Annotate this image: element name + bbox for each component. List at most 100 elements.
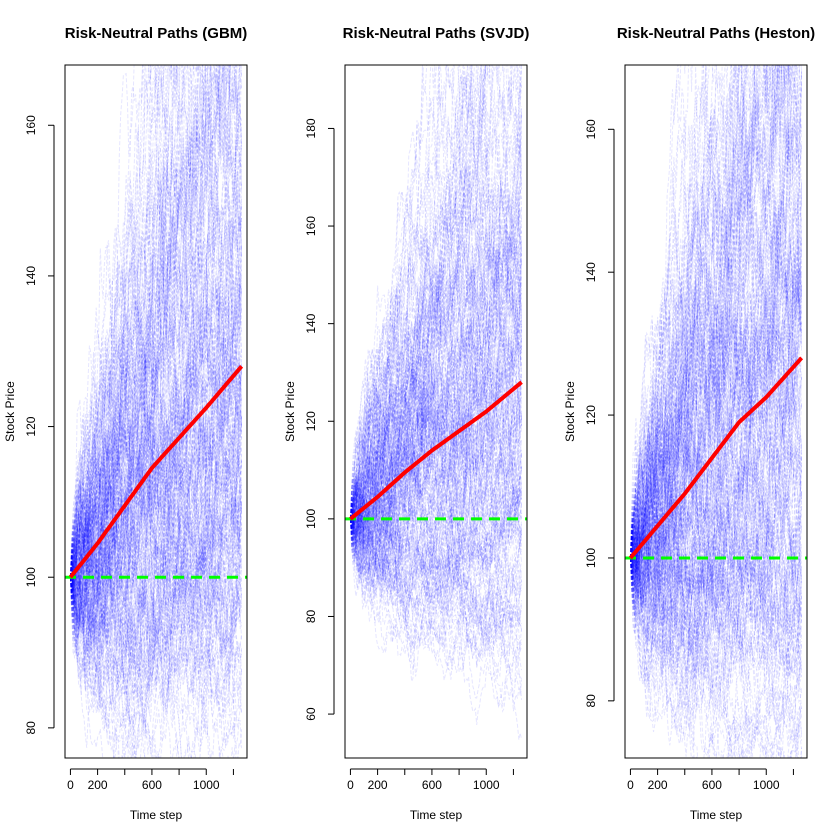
sim-path — [349, 323, 523, 578]
sim-path — [69, 394, 243, 597]
sim-path — [629, 215, 803, 559]
x-tick-label: 0 — [347, 778, 354, 792]
sim-path — [629, 487, 803, 758]
plot-frame — [344, 64, 528, 759]
sim-path — [69, 356, 243, 578]
sim-path — [69, 65, 243, 578]
sim-path — [349, 179, 523, 548]
sim-path — [629, 65, 756, 579]
sim-path — [70, 454, 243, 711]
sim-path — [629, 408, 803, 631]
sim-path — [349, 65, 473, 539]
sim-path — [69, 493, 243, 717]
sim-path — [349, 104, 523, 561]
sim-path — [349, 455, 523, 712]
sim-path — [69, 375, 243, 591]
sim-path — [629, 199, 803, 621]
sim-path — [69, 488, 243, 695]
sim-path — [69, 387, 243, 736]
sim-path — [629, 337, 803, 559]
sim-path — [629, 65, 803, 567]
sim-path — [629, 557, 803, 722]
sim-path — [349, 229, 523, 604]
sim-path — [69, 100, 243, 598]
sim-path — [629, 338, 803, 676]
x-tick-label: 1000 — [473, 778, 500, 792]
sim-path — [349, 357, 523, 568]
y-tick-label: 160 — [584, 119, 598, 139]
sim-path — [629, 65, 776, 567]
sim-path — [629, 65, 803, 592]
sim-path — [349, 338, 523, 546]
sim-path — [629, 65, 799, 563]
sim-path — [349, 65, 523, 584]
sim-path — [350, 411, 523, 540]
sim-path — [69, 65, 226, 680]
sim-path — [349, 470, 523, 650]
sim-path — [69, 211, 243, 638]
sim-path — [350, 501, 523, 680]
sim-path — [349, 265, 523, 526]
sim-path — [349, 164, 523, 536]
sim-path — [629, 66, 803, 572]
sim-path — [69, 373, 242, 698]
sim-path — [349, 324, 522, 519]
sim-path — [349, 443, 523, 549]
sim-path — [69, 273, 243, 697]
sim-path — [349, 65, 504, 519]
sim-path — [69, 65, 243, 669]
sim-path — [349, 372, 523, 596]
sim-path — [69, 431, 243, 700]
sim-path — [349, 375, 523, 581]
sim-path — [69, 398, 243, 608]
sim-path — [349, 94, 523, 524]
sim-path — [629, 65, 803, 635]
sim-path — [629, 65, 723, 559]
sim-path — [69, 416, 243, 673]
chart-title: Risk-Neutral Paths (GBM) — [65, 25, 248, 42]
sim-path — [629, 260, 803, 582]
sim-path — [69, 391, 243, 675]
sim-path — [69, 431, 243, 721]
sim-path — [69, 145, 243, 593]
sim-path — [349, 248, 523, 519]
sim-path — [349, 277, 523, 544]
sim-path — [349, 463, 523, 619]
sim-path — [349, 518, 523, 740]
sim-path — [69, 65, 231, 598]
sim-path — [349, 518, 523, 726]
sim-path — [69, 403, 243, 742]
sim-path — [69, 413, 243, 725]
sim-path — [349, 448, 523, 586]
sim-path — [349, 414, 523, 620]
sim-path — [629, 557, 803, 758]
sim-path — [70, 252, 243, 580]
sim-path — [349, 489, 523, 680]
sim-path — [69, 133, 243, 578]
sim-path — [69, 434, 243, 739]
sim-path — [629, 65, 803, 559]
sim-path — [349, 264, 523, 526]
sim-path — [629, 336, 803, 693]
sim-path — [69, 404, 243, 662]
sim-path — [629, 65, 789, 582]
x-axis: 0 200 600 1000 — [67, 768, 234, 792]
sim-path — [69, 558, 238, 758]
sim-path — [69, 330, 243, 629]
x-tick-label: 200 — [88, 778, 108, 792]
sim-path — [349, 384, 523, 551]
sim-path — [629, 548, 803, 704]
sim-path — [629, 307, 803, 597]
sim-path — [349, 449, 523, 598]
sim-path — [629, 483, 803, 735]
sim-path — [69, 516, 243, 701]
sim-path — [629, 150, 803, 577]
sim-path — [349, 259, 523, 529]
sim-path — [69, 65, 242, 664]
sim-path — [630, 273, 803, 559]
sim-path — [70, 464, 243, 607]
sim-path — [349, 301, 523, 657]
sim-path — [69, 526, 243, 758]
sim-path — [349, 400, 523, 645]
